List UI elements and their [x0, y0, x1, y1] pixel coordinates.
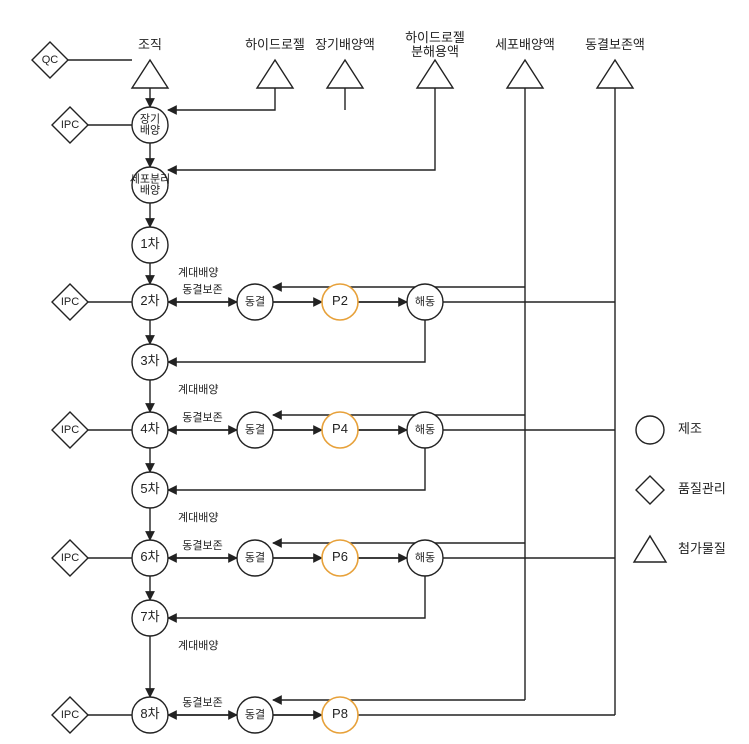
step-label-5: 4차 [140, 421, 159, 436]
source-triangle-cryo [597, 60, 633, 88]
step-label-6: 5차 [140, 481, 159, 496]
source-label-tissue: 조직 [138, 37, 162, 52]
gyedae-label-0: 계대배양 [178, 266, 218, 279]
source-label-organMed: 장기배양액 [315, 37, 375, 52]
p-label-0: P2 [332, 293, 348, 308]
ipc-label-4: IPC [61, 709, 79, 721]
freeze-label-3: 동결 [245, 708, 265, 721]
source-triangle-organMed [327, 60, 363, 88]
legend-triangle [634, 536, 666, 562]
donggyeolbojon-label-2: 동결보존 [182, 539, 222, 552]
gyedae-label-2: 계대배양 [178, 511, 218, 524]
freeze-label-1: 동결 [245, 423, 265, 436]
ipc-label-0: IPC [61, 119, 79, 131]
source-triangle-tissue [132, 60, 168, 88]
thaw-label-0: 해동 [415, 294, 435, 308]
step-label-7: 6차 [140, 549, 159, 564]
edge-thaw-return-0 [168, 320, 425, 362]
gyedae-label-1: 계대배양 [178, 383, 218, 396]
source-triangle-cellMed [507, 60, 543, 88]
freeze-label-0: 동결 [245, 295, 265, 308]
edge-thaw-return-2 [168, 576, 425, 618]
legend-diamond [636, 476, 664, 504]
legend-label-2: 첨가물질 [678, 541, 726, 556]
step-label-2: 1차 [140, 236, 159, 251]
source-label-cryo: 동결보존액 [585, 37, 645, 52]
step-label-9: 8차 [140, 706, 159, 721]
donggyeolbojon-label-3: 동결보존 [182, 696, 222, 709]
legend-circle [636, 416, 664, 444]
qc-label: QC [42, 54, 59, 66]
step-label-3: 2차 [140, 293, 159, 308]
gyedae-label-3: 계대배양 [178, 639, 218, 652]
donggyeolbojon-label-1: 동결보존 [182, 411, 222, 424]
source-label-cellMed: 세포배양액 [495, 37, 555, 52]
nodes: 조직 하이드로젤 장기배양액 하이드로젤분해용액 세포배양액 동결보존액 QC IPC IPC I… [32, 30, 726, 733]
ipc-label-2: IPC [61, 424, 79, 436]
thaw-label-1: 해동 [415, 422, 435, 436]
donggyeolbojon-label-0: 동결보존 [182, 283, 222, 296]
source-label-hydrogel: 하이드로젤 [245, 37, 305, 52]
p-label-2: P6 [332, 549, 348, 564]
freeze-label-2: 동결 [245, 551, 265, 564]
edge-dissolve-step1 [168, 88, 435, 170]
ipc-label-1: IPC [61, 296, 79, 308]
step-label-0: 장기배양 [140, 112, 160, 136]
thaw-label-2: 해동 [415, 550, 435, 564]
step-label-4: 3차 [140, 353, 159, 368]
p-label-3: P8 [332, 706, 348, 721]
source-label-dissolve: 하이드로젤분해용액 [405, 30, 465, 59]
p-label-1: P4 [332, 421, 348, 436]
legend-label-1: 품질관리 [678, 481, 726, 496]
edge-hydrogel-step0 [168, 88, 275, 110]
legend-label-0: 제조 [678, 421, 702, 436]
source-triangle-dissolve [417, 60, 453, 88]
edge-thaw-return-1 [168, 448, 425, 490]
source-triangle-hydrogel [257, 60, 293, 88]
ipc-label-3: IPC [61, 552, 79, 564]
step-label-8: 7차 [140, 609, 159, 624]
